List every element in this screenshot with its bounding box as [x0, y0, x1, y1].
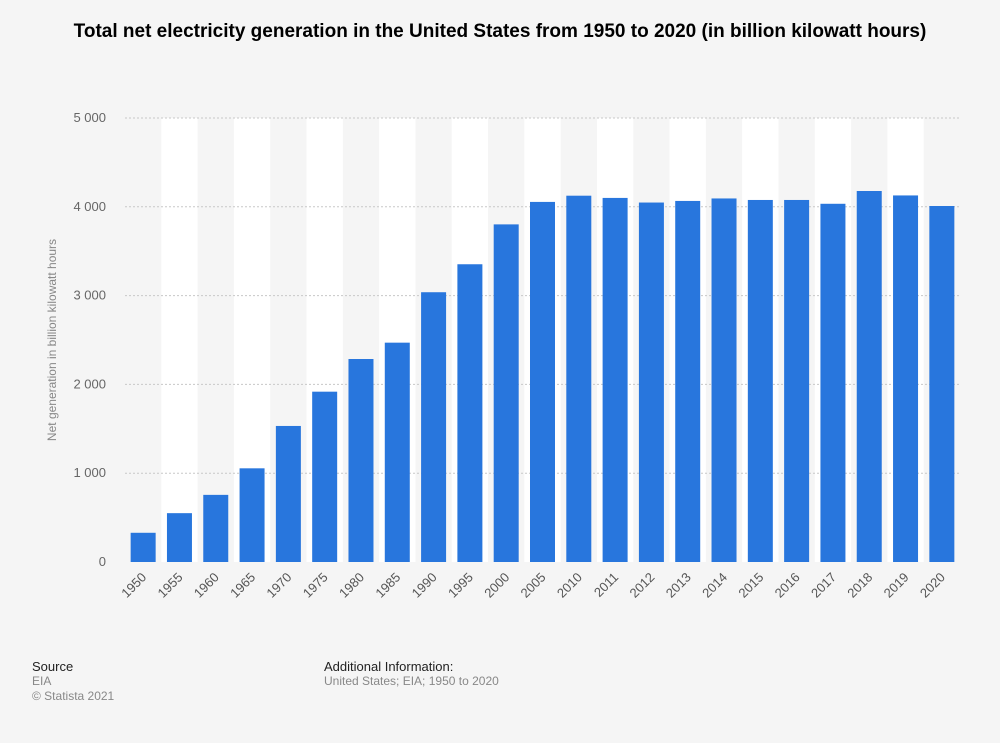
bar — [203, 494, 229, 562]
y-tick-label: 4 000 — [73, 199, 106, 214]
x-tick-label: 2016 — [772, 570, 803, 601]
x-tick-label: 2015 — [735, 570, 766, 601]
bar — [711, 198, 737, 562]
x-tick-label: 1970 — [263, 570, 294, 601]
bar — [275, 425, 301, 562]
bar — [312, 391, 338, 562]
x-tick-label: 1950 — [118, 570, 149, 601]
source-value: EIA — [32, 674, 52, 688]
x-tick-label: 2017 — [808, 570, 839, 601]
bar — [602, 197, 628, 563]
x-tick-label: 2000 — [481, 570, 512, 601]
bar — [457, 264, 483, 562]
x-tick-label: 1995 — [445, 570, 476, 601]
x-tick-label: 1960 — [191, 570, 222, 601]
bar — [638, 202, 664, 562]
bar — [130, 532, 156, 562]
bar — [784, 199, 810, 562]
x-tick-label: 2018 — [844, 570, 875, 601]
bar — [384, 342, 410, 562]
x-tick-label: 2014 — [699, 570, 730, 601]
additional-info-block: Additional Information: United States; E… — [324, 659, 499, 689]
x-tick-label: 1985 — [372, 570, 403, 601]
y-tick-label: 2 000 — [73, 376, 106, 391]
bar — [675, 200, 701, 562]
bar — [493, 224, 519, 563]
x-tick-label: 2020 — [917, 570, 948, 601]
source-label: Source — [32, 659, 74, 674]
copyright: © Statista 2021 — [32, 689, 115, 703]
x-tick-label: 1980 — [336, 570, 367, 601]
x-tick-label: 1955 — [155, 570, 186, 601]
y-tick-label: 5 000 — [73, 110, 106, 125]
bar-chart: 0 1 000 2 000 3 000 4 000 5 000 Net generation… — [45, 110, 960, 601]
x-tick-label: 1965 — [227, 570, 258, 601]
bar — [820, 203, 846, 562]
bar — [566, 195, 592, 562]
bar — [747, 199, 773, 562]
y-axis-label: Net generation in billion kilowatt hours — [45, 239, 59, 441]
bar — [530, 201, 555, 562]
x-tick-label: 2005 — [518, 570, 549, 601]
bar — [166, 513, 192, 562]
source-block: Source EIA © Statista 2021 — [32, 659, 114, 704]
x-tick-label: 2011 — [591, 570, 621, 600]
y-tick-label: 1 000 — [73, 465, 106, 480]
additional-info-value: United States; EIA; 1950 to 2020 — [324, 674, 499, 688]
bar — [856, 190, 882, 563]
x-tick-label: 1975 — [300, 570, 331, 601]
x-tick-label: 2013 — [663, 570, 694, 601]
additional-info-label: Additional Information: — [324, 659, 454, 674]
chart-title: Total net electricity generation in the … — [73, 21, 927, 42]
x-tick-label: 2019 — [881, 570, 912, 601]
column-band — [161, 118, 198, 562]
y-tick-label: 0 — [99, 554, 106, 569]
bar — [893, 195, 919, 562]
bar — [421, 292, 447, 562]
bar — [348, 359, 374, 562]
x-tick-label: 2012 — [626, 570, 657, 601]
bar — [929, 206, 955, 562]
x-tick-label: 1990 — [409, 570, 440, 601]
bar — [239, 468, 265, 562]
x-tick-label: 2010 — [554, 570, 585, 601]
y-tick-label: 3 000 — [73, 288, 106, 303]
